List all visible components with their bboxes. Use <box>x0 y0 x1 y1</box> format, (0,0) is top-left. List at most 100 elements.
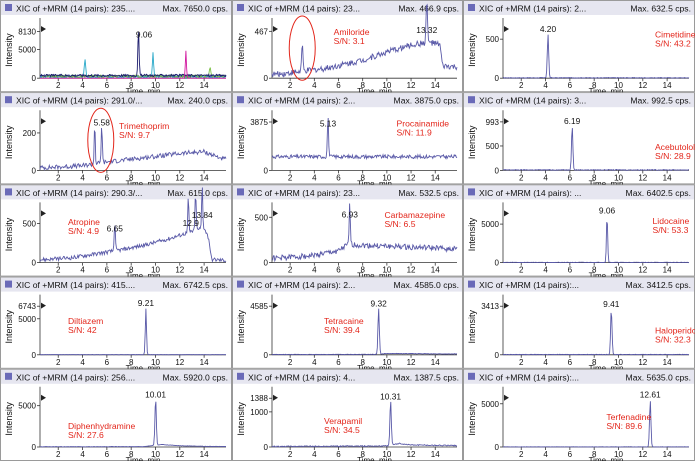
y-tick-label: 5000 <box>18 402 36 411</box>
y-tick-label: 0 <box>264 259 269 268</box>
y-axis-label: Intensity <box>467 217 477 251</box>
y-axis-label: Intensity <box>236 125 246 159</box>
x-tick-label: 4 <box>543 358 548 367</box>
x-tick-label: 4 <box>80 81 85 90</box>
x-tick-label: 2 <box>56 81 61 90</box>
signal-to-noise: S/N: 39.4 <box>324 325 360 335</box>
x-tick-label: 14 <box>663 173 672 182</box>
max-intensity: Max. 1387.5 cps. <box>394 372 459 382</box>
y-tick-label: 0 <box>264 166 269 175</box>
panel-title: XIC of +MRM (14 pairs): 290.3/... <box>16 188 142 198</box>
x-tick-label: 4 <box>80 266 85 275</box>
x-axis-label: Time, min <box>589 456 624 461</box>
trace-swatch-icon <box>468 96 475 103</box>
chart-panel: XIC of +MRM (14 pairs):...Max. 5635.0 cp… <box>464 369 695 461</box>
x-tick-label: 14 <box>431 173 440 182</box>
max-intensity: Max. 466.9 cps. <box>398 4 459 14</box>
x-tick-label: 2 <box>56 450 61 459</box>
max-intensity: Max. 3412.5 cps. <box>626 280 691 290</box>
y-axis-label: Intensity <box>236 309 246 343</box>
x-tick-label: 4 <box>543 266 548 275</box>
x-tick-label: 4 <box>312 450 317 459</box>
signal-to-noise: S/N: 32.3 <box>655 334 691 344</box>
x-tick-label: 6 <box>568 173 573 182</box>
x-tick-label: 12 <box>638 173 647 182</box>
x-tick-label: 6 <box>336 81 341 90</box>
x-tick-label: 4 <box>80 450 85 459</box>
x-tick-label: 14 <box>663 358 672 367</box>
x-tick-label: 12 <box>175 173 184 182</box>
signal-to-noise: S/N: 89.6 <box>606 421 642 431</box>
x-tick-label: 4 <box>312 81 317 90</box>
trace-swatch-icon <box>5 281 12 288</box>
y-tick-label: 467 <box>255 27 269 36</box>
trace-swatch-icon <box>468 281 475 288</box>
peak-label: 13.32 <box>416 25 437 35</box>
trace-swatch-icon <box>5 96 12 103</box>
y-tick-label: 0 <box>495 166 500 175</box>
x-tick-label: 12 <box>407 81 416 90</box>
y-axis-label: Intensity <box>467 125 477 159</box>
panel-title: XIC of +MRM (14 pairs): ... <box>479 188 581 198</box>
x-tick-label: 6 <box>105 266 110 275</box>
trace-swatch-icon <box>5 4 12 11</box>
x-tick-label: 2 <box>56 358 61 367</box>
peak-label: 9.06 <box>136 29 153 39</box>
chart-panel: XIC of +MRM (14 pairs): 2...Max. 4585.0 … <box>233 277 463 373</box>
chart-panel: XIC of +MRM (14 pairs): 4...Max. 1387.5 … <box>233 369 463 461</box>
x-tick-label: 6 <box>336 450 341 459</box>
x-tick-label: 14 <box>431 358 440 367</box>
peak-label: 5.13 <box>320 119 337 129</box>
x-tick-label: 6 <box>336 173 341 182</box>
peak-label: 9.32 <box>370 299 387 309</box>
signal-to-noise: S/N: 9.7 <box>119 130 150 140</box>
panel-title: XIC of +MRM (14 pairs): 23... <box>248 188 360 198</box>
x-tick-label: 14 <box>663 450 672 459</box>
x-tick-label: 6 <box>105 81 110 90</box>
signal-to-noise: S/N: 34.5 <box>324 425 360 435</box>
chart-panel: XIC of +MRM (14 pairs): 256....Max. 5920… <box>1 369 232 461</box>
panel-title: XIC of +MRM (14 pairs): 23... <box>248 4 360 14</box>
y-tick-label: 0 <box>495 259 500 268</box>
x-tick-label: 12 <box>407 358 416 367</box>
panel-title: XIC of +MRM (14 pairs): 415.... <box>16 280 135 290</box>
peak-label: 4.20 <box>540 24 557 34</box>
trace-swatch-icon <box>468 4 475 11</box>
x-tick-label: 6 <box>105 173 110 182</box>
x-tick-label: 12 <box>638 358 647 367</box>
y-axis-label: Intensity <box>236 217 246 251</box>
y-axis-label: Intensity <box>467 309 477 343</box>
y-axis-label: Intensity <box>4 217 14 251</box>
y-tick-label: 0 <box>32 351 37 360</box>
signal-to-noise: S/N: 53.3 <box>653 225 689 235</box>
x-tick-label: 4 <box>80 358 85 367</box>
x-tick-label: 14 <box>431 450 440 459</box>
x-tick-label: 14 <box>200 173 209 182</box>
y-tick-label: 0 <box>264 443 269 452</box>
y-tick-label: 0 <box>264 74 269 83</box>
y-tick-label: 5000 <box>481 220 499 229</box>
x-tick-label: 6 <box>568 358 573 367</box>
y-tick-label: 4585 <box>250 302 268 311</box>
y-tick-label: 3413 <box>481 302 499 311</box>
max-intensity: Max. 632.5 cps. <box>630 4 691 14</box>
peak-label: 6.93 <box>342 209 359 219</box>
x-tick-label: 2 <box>288 81 293 90</box>
chart-panel: XIC of +MRM (14 pairs): 235....Max. 7650… <box>1 1 232 97</box>
panel-title: XIC of +MRM (14 pairs): 3... <box>479 96 586 106</box>
signal-to-noise: S/N: 6.5 <box>384 219 415 229</box>
y-axis-label: Intensity <box>4 125 14 159</box>
x-tick-label: 12 <box>407 450 416 459</box>
y-tick-label: 500 <box>255 213 269 222</box>
x-tick-label: 6 <box>568 81 573 90</box>
y-tick-label: 1000 <box>250 408 268 417</box>
y-axis-label: Intensity <box>4 33 14 67</box>
max-intensity: Max. 6742.5 cps. <box>163 280 228 290</box>
signal-to-noise: S/N: 27.6 <box>68 430 104 440</box>
trace-swatch-icon <box>5 373 12 380</box>
x-tick-label: 14 <box>431 266 440 275</box>
y-tick-label: 0 <box>495 443 500 452</box>
x-tick-label: 2 <box>56 173 61 182</box>
y-tick-label: 0 <box>495 351 500 360</box>
peak-label: 10.31 <box>380 392 401 402</box>
